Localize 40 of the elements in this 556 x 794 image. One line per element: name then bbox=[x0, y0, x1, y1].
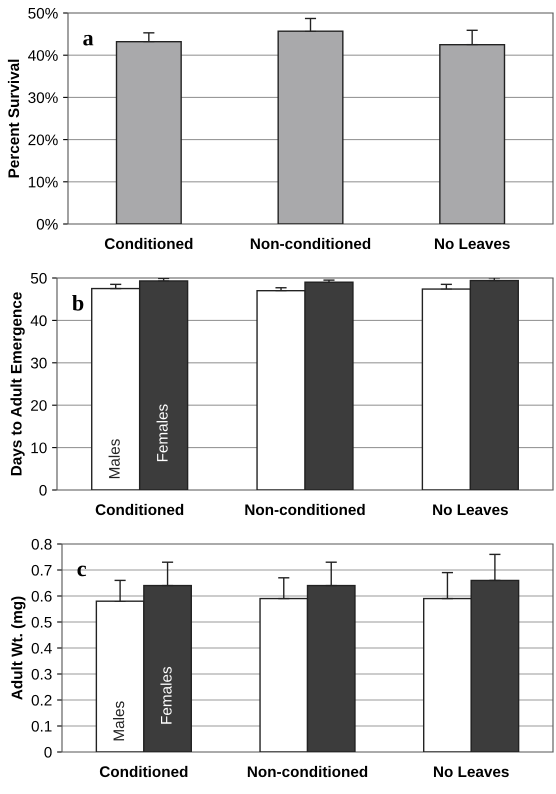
y-axis-title: Days to Adult Emergence bbox=[10, 292, 25, 476]
x-tick-label: No Leaves bbox=[433, 504, 508, 516]
y-tick-label: 20 bbox=[31, 400, 47, 411]
y-tick-label: 30% bbox=[28, 92, 58, 104]
y-tick-label: 20% bbox=[28, 134, 58, 146]
x-tick-label: Conditioned bbox=[104, 238, 192, 250]
y-tick-label: 0.1 bbox=[32, 720, 52, 732]
y-tick-label: 40 bbox=[30, 315, 47, 326]
y-tick-label: 40% bbox=[28, 50, 58, 61]
annotation: c bbox=[77, 566, 86, 576]
x-tick-label: Conditioned bbox=[100, 766, 188, 778]
y-tick-label: 10 bbox=[31, 442, 47, 454]
y-tick-label: 0.3 bbox=[32, 668, 52, 680]
series-label: Females bbox=[160, 666, 172, 724]
x-tick-label: Non-conditioned bbox=[248, 766, 368, 778]
y-tick-label: 0.4 bbox=[32, 642, 52, 654]
y-axis-title: Adult Wt. (mg) bbox=[11, 596, 26, 700]
y-tick-label: 0.2 bbox=[32, 694, 52, 706]
annotation: a bbox=[83, 34, 94, 46]
x-tick-label: Non-conditioned bbox=[245, 504, 365, 516]
y-tick-label: 0.5 bbox=[32, 616, 52, 628]
y-tick-label: 50 bbox=[30, 272, 47, 284]
x-tick-label: No Leaves bbox=[434, 238, 510, 250]
series-label: Females bbox=[156, 404, 168, 462]
y-tick-label: 50% bbox=[28, 8, 58, 19]
y-tick-label: 0.7 bbox=[32, 564, 52, 576]
annotation: b bbox=[72, 294, 84, 311]
y-tick-label: 10% bbox=[28, 176, 58, 188]
series-label: Males bbox=[108, 439, 120, 478]
x-tick-label: No Leaves bbox=[434, 766, 509, 778]
x-tick-label: Conditioned bbox=[96, 504, 184, 516]
y-tick-label: 30 bbox=[30, 358, 47, 368]
y-tick-label: 0 bbox=[44, 746, 52, 758]
y-tick-label: 0 bbox=[39, 484, 47, 496]
x-tick-label: Non-conditioned bbox=[250, 238, 370, 250]
y-tick-label: 0% bbox=[36, 218, 58, 230]
y-tick-label: 0.8 bbox=[32, 538, 52, 550]
y-tick-label: 0.6 bbox=[32, 590, 52, 602]
y-axis-title: Percent Survival bbox=[8, 60, 20, 178]
series-label: Males bbox=[112, 701, 124, 740]
